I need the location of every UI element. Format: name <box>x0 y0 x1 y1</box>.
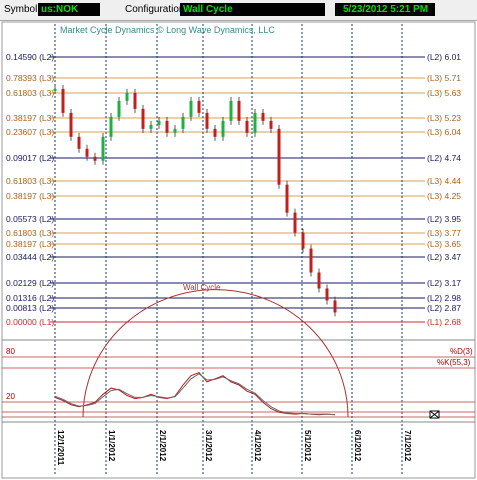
candle-body <box>141 108 145 129</box>
candle-body <box>93 156 97 161</box>
level-right-label: (L3) 4.44 <box>427 176 461 186</box>
candle-body <box>69 112 73 137</box>
wall-cycle-arc <box>82 289 349 418</box>
level-left-label: 0.38197 (L3) <box>6 191 54 201</box>
level-right-label: (L3) 4.25 <box>427 191 461 201</box>
level-right-label: (L3) 3.65 <box>427 239 461 249</box>
level-left-label: 0.61803 (L3) <box>6 228 54 238</box>
candle-body <box>333 300 337 313</box>
level-right-label: (L2) 3.17 <box>427 278 461 288</box>
wall-cycle-label: Wall Cycle <box>183 283 221 292</box>
level-right-label: (L3) 3.77 <box>427 228 461 238</box>
x-tick-label: 2/1/2012 <box>158 430 167 462</box>
x-tick-label: 4/1/2012 <box>253 430 262 462</box>
toolbar: Symbol us:NOK Configuration Wall Cycle 5… <box>0 0 477 21</box>
candle-body <box>189 100 193 117</box>
candle-body <box>77 136 81 149</box>
candle-body <box>173 128 177 133</box>
level-left-label: 0.09017 (L2) <box>6 153 54 163</box>
candle-body <box>237 100 241 121</box>
x-tick-label: 6/1/2012 <box>353 430 362 462</box>
configuration-field[interactable]: Wall Cycle <box>180 3 325 16</box>
level-right-label: (L3) 5.71 <box>427 73 461 83</box>
candle-body <box>61 88 65 113</box>
level-right-label: (L2) 3.95 <box>427 214 461 224</box>
candle-body <box>181 116 185 129</box>
candle-body <box>165 120 169 133</box>
candle-body <box>117 100 121 117</box>
osc-20-label: 20 <box>6 392 15 401</box>
candle-body <box>205 112 209 129</box>
chart-title: Market Cycle Dynamics © Long Wave Dynami… <box>60 25 275 35</box>
level-right-label: (L2) 6.01 <box>427 52 461 62</box>
x-tick-label: 12/1/2011 <box>56 430 65 466</box>
level-left-label: 0.38197 (L3) <box>6 239 54 249</box>
level-left-label: 0.00000 (L1) <box>6 317 54 327</box>
level-left-label: 0.38197 (L3) <box>6 113 54 123</box>
symbol-label: Symbol <box>4 4 38 15</box>
candle-body <box>125 92 129 101</box>
x-tick-label: 1/1/2012 <box>107 430 116 462</box>
k-line <box>54 372 336 416</box>
candle-body <box>269 120 273 129</box>
candle-body <box>277 128 281 185</box>
d-line <box>54 373 336 416</box>
x-tick-label: 3/1/2012 <box>204 430 213 462</box>
candle-body <box>133 92 137 109</box>
candle-body <box>109 116 113 137</box>
x-tick-label: 5/1/2012 <box>303 430 312 462</box>
candle-body <box>213 128 217 137</box>
level-right-label: (L3) 6.04 <box>427 127 461 137</box>
candle-body <box>229 100 233 121</box>
level-left-label: 0.05573 (L2) <box>6 214 54 224</box>
level-left-label: 0.14590 (L2) <box>6 52 54 62</box>
candle-body <box>293 212 297 233</box>
level-right-label: (L2) 2.87 <box>427 303 461 313</box>
level-left-label: 0.61803 (L3) <box>6 88 54 98</box>
candle-body <box>221 120 225 137</box>
candle-body <box>301 232 305 249</box>
candle-body <box>261 112 265 121</box>
level-right-label: (L2) 2.98 <box>427 293 461 303</box>
candle-body <box>317 272 321 289</box>
level-right-label: (L3) 5.63 <box>427 88 461 98</box>
candle-body <box>245 120 249 133</box>
d-label: %D(3) <box>450 347 473 356</box>
symbol-field[interactable]: us:NOK <box>38 3 100 16</box>
level-right-label: (L2) 3.47 <box>427 252 461 262</box>
expand-icon[interactable] <box>429 410 440 419</box>
level-left-label: 0.00813 (L2) <box>6 303 54 313</box>
datetime-field: 5/23/2012 5:21 PM <box>335 3 435 16</box>
candle-body <box>309 248 313 273</box>
chart-frame <box>1 21 476 479</box>
configuration-label: Configuration <box>125 4 185 15</box>
candle-body <box>85 148 89 157</box>
osc-80-label: 80 <box>6 347 15 356</box>
level-left-label: 0.61803 (L3) <box>6 176 54 186</box>
level-right-label: (L1) 2.68 <box>427 317 461 327</box>
level-left-label: 0.23607 (L3) <box>6 127 54 137</box>
candle-body <box>149 124 153 129</box>
level-right-label: (L2) 4.74 <box>427 153 461 163</box>
candle-body <box>325 288 329 301</box>
level-left-label: 0.01316 (L2) <box>6 293 54 303</box>
x-tick-label: 7/1/2012 <box>403 430 412 462</box>
candle-body <box>53 88 57 91</box>
candle-body <box>101 136 105 161</box>
level-left-label: 0.78393 (L3) <box>6 73 54 83</box>
candle-body <box>197 100 201 113</box>
candle-body <box>285 184 289 213</box>
candle-body <box>253 112 257 133</box>
level-right-label: (L3) 5.23 <box>427 113 461 123</box>
level-left-label: 0.03444 (L2) <box>6 252 54 262</box>
level-left-label: 0.02129 (L2) <box>6 278 54 288</box>
k-label: %K(55,3) <box>437 358 471 367</box>
candle-body <box>157 120 161 125</box>
